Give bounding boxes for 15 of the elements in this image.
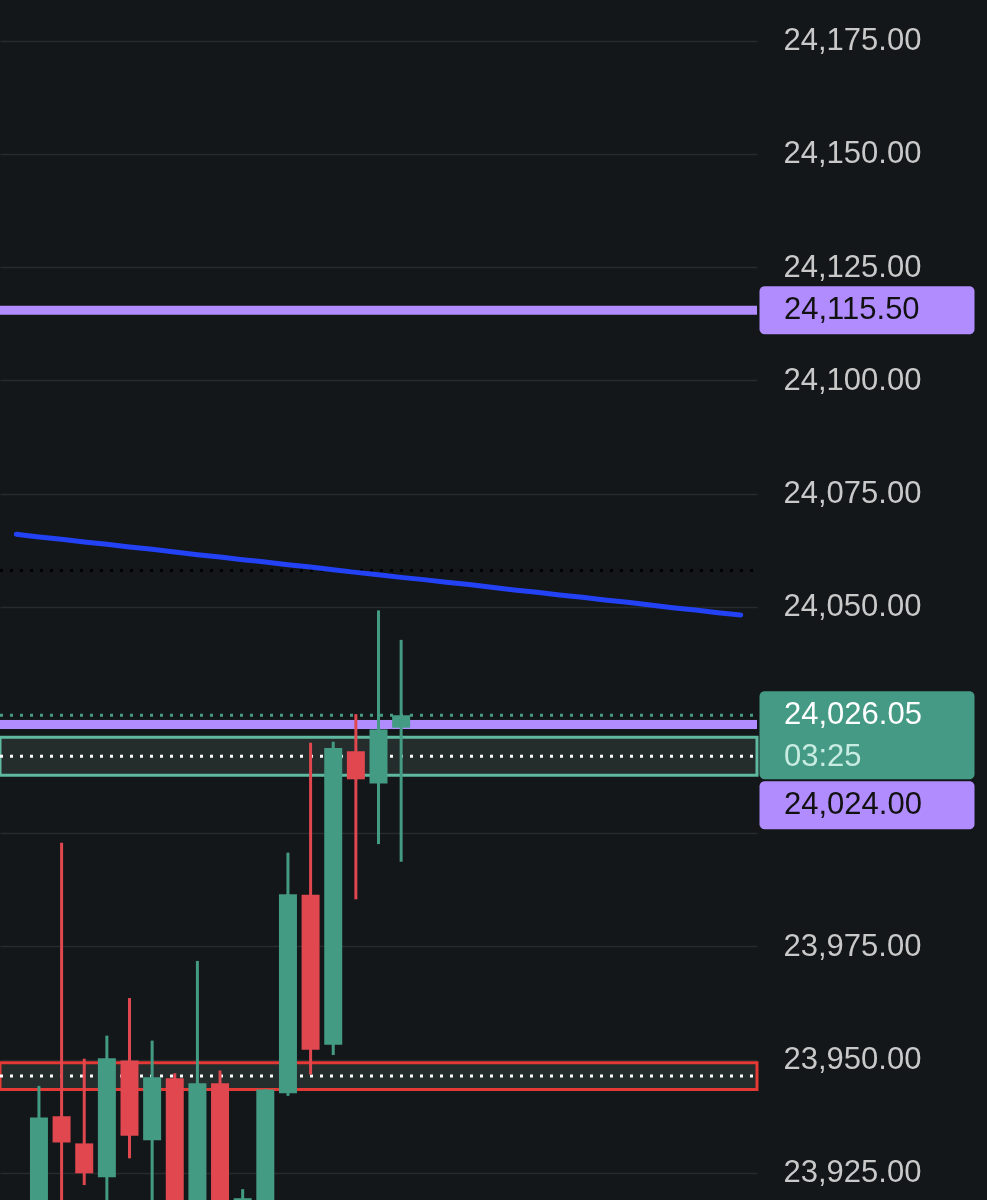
y-tick-label: 23,950.00 (783, 1041, 922, 1077)
text: 03:25 (784, 738, 862, 774)
y-tick-label: 24,175.00 (783, 22, 922, 58)
y-tick-label: 24,150.00 (783, 135, 922, 171)
candlestick (233, 1189, 252, 1200)
y-tick-label: 23,975.00 (783, 927, 922, 963)
ref-line-label: 24,026.05 (784, 696, 922, 732)
ref-line-label: 24,115.50 (784, 291, 920, 327)
y-tick-label: 24,125.00 (783, 248, 922, 284)
y-tick-label: 24,050.00 (783, 588, 922, 624)
candlestick (52, 842, 71, 1200)
ref-line-label: 24,024.00 (784, 786, 922, 822)
y-tick-label: 23,925.00 (783, 1154, 922, 1190)
y-tick-label: 24,100.00 (783, 361, 922, 397)
y-tick-label: 24,075.00 (783, 475, 922, 511)
